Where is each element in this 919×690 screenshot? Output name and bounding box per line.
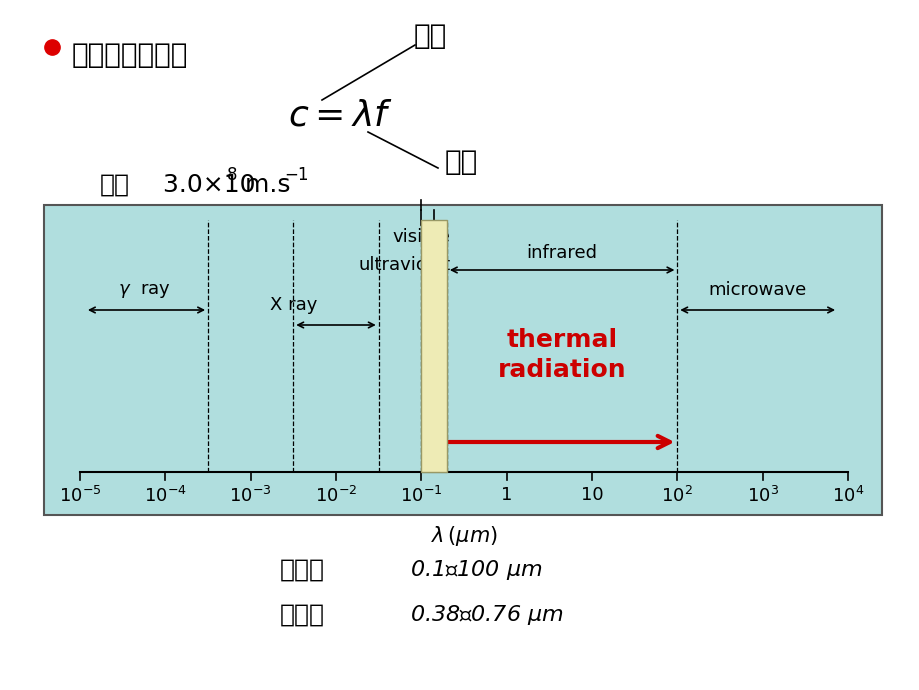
Text: visible: visible — [391, 228, 449, 246]
Text: microwave: microwave — [708, 281, 806, 299]
Text: 10$^{-4}$: 10$^{-4}$ — [143, 486, 187, 506]
Text: 10$^{2}$: 10$^{2}$ — [661, 486, 693, 506]
Text: 0.38～0.76 $\mu m$: 0.38～0.76 $\mu m$ — [410, 603, 563, 627]
Bar — [44, 205, 881, 515]
Text: $\gamma$  ray: $\gamma$ ray — [118, 281, 170, 299]
Text: 8: 8 — [227, 166, 237, 184]
Text: 10$^{-2}$: 10$^{-2}$ — [314, 486, 357, 506]
Text: 可见光: 可见光 — [279, 603, 324, 627]
Text: thermal
radiation: thermal radiation — [497, 328, 626, 382]
Text: 光速: 光速 — [100, 173, 130, 197]
Text: 频率: 频率 — [445, 148, 478, 176]
Text: $\lambda\,(\mu m)$: $\lambda\,(\mu m)$ — [430, 524, 497, 548]
Text: $c = \lambda f$: $c = \lambda f$ — [288, 98, 392, 132]
Text: −1: −1 — [284, 166, 308, 184]
Text: 10$^{3}$: 10$^{3}$ — [746, 486, 777, 506]
Text: 10$^{-3}$: 10$^{-3}$ — [229, 486, 272, 506]
Text: 10$^{-1}$: 10$^{-1}$ — [400, 486, 442, 506]
Text: 波长: 波长 — [413, 22, 446, 50]
Text: 0.1～100 $\mu m$: 0.1～100 $\mu m$ — [410, 558, 542, 582]
Text: 3.0×10: 3.0×10 — [154, 173, 255, 197]
Text: 辐射速度与波长: 辐射速度与波长 — [72, 41, 188, 69]
Text: 10$^{-5}$: 10$^{-5}$ — [59, 486, 101, 506]
Text: m.s: m.s — [237, 173, 290, 197]
Text: infrared: infrared — [526, 244, 597, 262]
Text: 1: 1 — [501, 486, 512, 504]
Text: ultraviolet: ultraviolet — [358, 256, 450, 274]
Text: X ray: X ray — [269, 296, 317, 314]
Text: 10: 10 — [580, 486, 603, 504]
Text: 10$^{4}$: 10$^{4}$ — [831, 486, 863, 506]
Text: 热辐射: 热辐射 — [279, 558, 324, 582]
Bar — [421, 220, 447, 472]
